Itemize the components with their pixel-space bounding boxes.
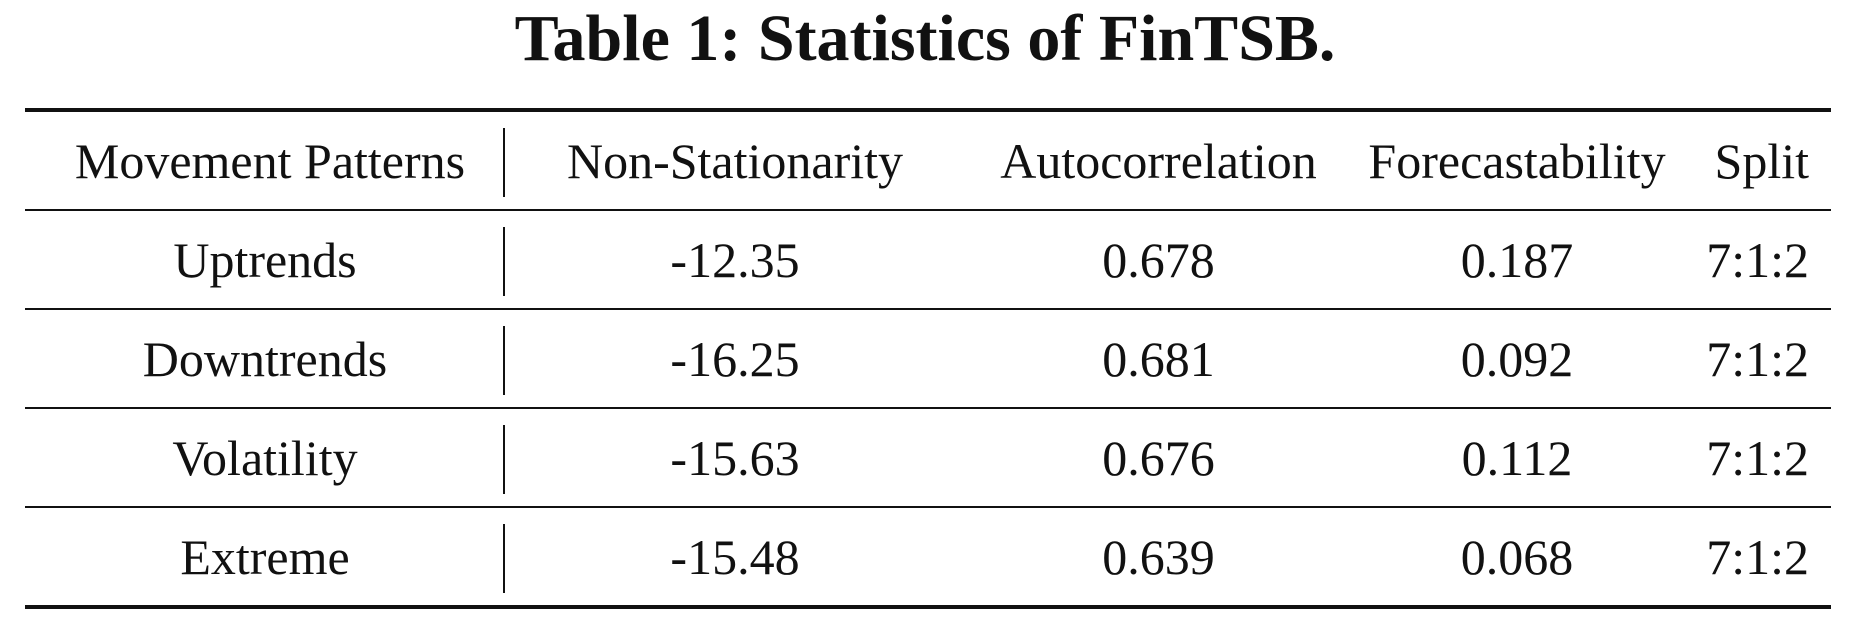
header-non-stationarity: Non-Stationarity xyxy=(505,108,965,211)
header-autocorrelation: Autocorrelation xyxy=(965,108,1352,211)
header-forecastability: Forecastability xyxy=(1352,108,1682,211)
table-caption: Table 1: Statistics of FinTSB. xyxy=(514,2,1336,75)
autocorrelation-cell: 0.639 xyxy=(965,507,1352,609)
non-stationarity-cell: -12.35 xyxy=(505,210,965,310)
forecastability-cell: 0.092 xyxy=(1352,309,1682,409)
forecastability-cell: 0.112 xyxy=(1352,408,1682,508)
non-stationarity-cell: -15.48 xyxy=(505,507,965,609)
table-row: Downtrends -16.25 0.681 0.092 7:1:2 xyxy=(25,309,1831,409)
header-split: Split xyxy=(1682,108,1831,211)
row-label: Uptrends xyxy=(25,210,505,310)
split-cell: 7:1:2 xyxy=(1682,507,1831,609)
autocorrelation-cell: 0.678 xyxy=(965,210,1352,310)
header-row: Movement Patterns Non-Stationarity Autoc… xyxy=(25,108,1831,211)
split-cell: 7:1:2 xyxy=(1682,210,1831,310)
statistics-table: Movement Patterns Non-Stationarity Autoc… xyxy=(25,108,1831,609)
split-cell: 7:1:2 xyxy=(1682,309,1831,409)
non-stationarity-cell: -15.63 xyxy=(505,408,965,508)
non-stationarity-cell: -16.25 xyxy=(505,309,965,409)
table-row: Uptrends -12.35 0.678 0.187 7:1:2 xyxy=(25,210,1831,310)
autocorrelation-cell: 0.676 xyxy=(965,408,1352,508)
table-row: Volatility -15.63 0.676 0.112 7:1:2 xyxy=(25,408,1831,508)
row-label: Extreme xyxy=(25,507,505,609)
split-cell: 7:1:2 xyxy=(1682,408,1831,508)
forecastability-cell: 0.068 xyxy=(1352,507,1682,609)
row-label: Downtrends xyxy=(25,309,505,409)
table-row: Extreme -15.48 0.639 0.068 7:1:2 xyxy=(25,507,1831,609)
header-movement-patterns: Movement Patterns xyxy=(25,108,505,211)
forecastability-cell: 0.187 xyxy=(1352,210,1682,310)
row-label: Volatility xyxy=(25,408,505,508)
autocorrelation-cell: 0.681 xyxy=(965,309,1352,409)
